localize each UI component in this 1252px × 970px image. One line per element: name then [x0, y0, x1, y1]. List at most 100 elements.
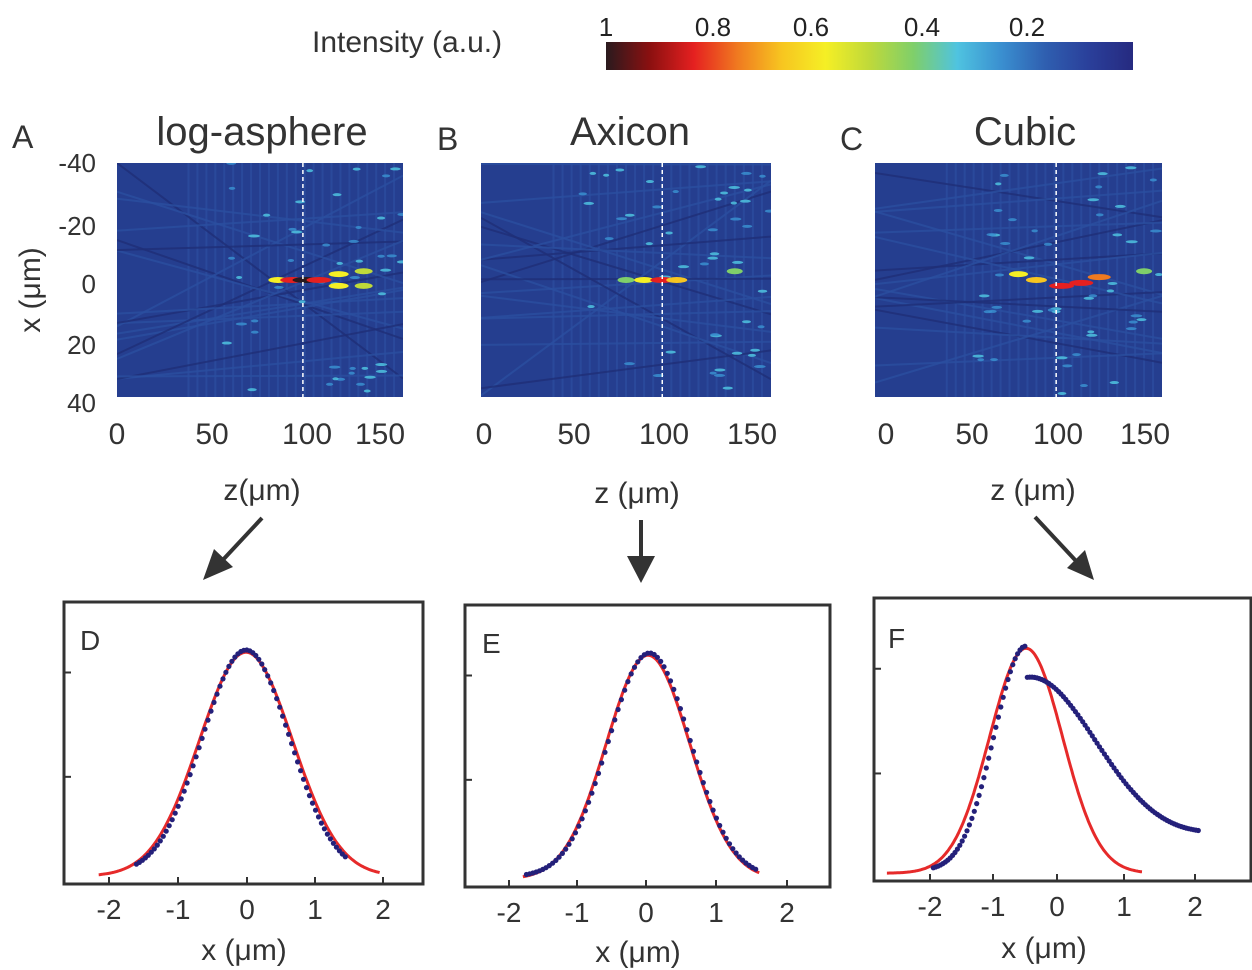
- z-tick-label: 100: [282, 418, 332, 451]
- x-tick-label: -2: [918, 891, 943, 922]
- speckle: [615, 168, 625, 172]
- measured-point: [625, 679, 631, 685]
- measured-point: [654, 654, 661, 660]
- measured-point: [995, 714, 1002, 720]
- speckle: [290, 230, 303, 234]
- speckle: [361, 366, 369, 370]
- y-axis-label: x (μm): [14, 247, 47, 333]
- measured-point: [211, 699, 217, 706]
- measured-point: [717, 822, 723, 829]
- measured-point: [957, 842, 963, 848]
- speckle: [1032, 309, 1044, 313]
- y-tick-label: 0: [82, 269, 96, 299]
- measured-point: [154, 842, 160, 848]
- measured-point: [962, 833, 968, 839]
- measured-point: [635, 659, 641, 665]
- speckle: [753, 365, 766, 369]
- colorbar-tick: 0.8: [695, 12, 731, 42]
- measured-point: [193, 754, 199, 760]
- speckle: [624, 213, 635, 217]
- measured-point: [280, 713, 286, 719]
- speckle: [1136, 318, 1147, 322]
- beam-line: [481, 211, 771, 305]
- measured-point: [1195, 827, 1201, 834]
- measured-point: [720, 829, 726, 835]
- hotspot: [1087, 274, 1111, 281]
- speckle: [298, 300, 306, 304]
- beam-line: [117, 239, 403, 360]
- measured-point: [151, 846, 157, 852]
- measured-point: [605, 738, 611, 745]
- measured-point: [723, 835, 729, 841]
- measured-point: [998, 704, 1004, 710]
- x-tick-label: 2: [375, 894, 391, 925]
- speckle: [1095, 213, 1104, 217]
- speckle: [235, 322, 248, 326]
- measured-point: [303, 785, 310, 791]
- speckle: [747, 353, 756, 357]
- speckle: [652, 205, 662, 209]
- panel-a-title: log-asphere: [156, 110, 367, 154]
- measured-point: [964, 828, 970, 834]
- panel-letter-d: D: [80, 625, 100, 656]
- beam-line: [117, 350, 403, 380]
- speckle: [355, 259, 364, 263]
- speckle: [1087, 330, 1095, 334]
- speckle: [355, 225, 362, 229]
- measured-point: [1012, 656, 1018, 662]
- panel-letters: A B C: [12, 119, 863, 157]
- hotspot: [306, 277, 332, 283]
- speckle: [1109, 381, 1120, 385]
- measured-point: [330, 840, 336, 846]
- speckle: [1047, 308, 1055, 312]
- speckle: [250, 319, 259, 323]
- z-tick-label: 150: [355, 418, 405, 451]
- measured-point: [986, 755, 992, 761]
- measured-point: [974, 801, 980, 807]
- speckle: [250, 330, 259, 334]
- speckle: [710, 333, 720, 337]
- speckle: [741, 171, 752, 175]
- measured-point: [327, 836, 333, 842]
- hotspot: [354, 282, 373, 289]
- measured-point: [579, 816, 585, 822]
- measured-point: [969, 815, 975, 822]
- speckle: [332, 193, 342, 197]
- z-tick-label: 100: [639, 418, 689, 451]
- hotspot: [726, 268, 743, 275]
- colorbar: Intensity (a.u.) 1 0.8 0.6 0.4 0.2: [312, 12, 1133, 70]
- speckle: [375, 363, 388, 367]
- x-tick-label: -2: [97, 894, 122, 925]
- measured-point: [226, 663, 232, 670]
- speckle: [363, 389, 371, 393]
- measured-point: [324, 831, 330, 837]
- measured-point: [563, 846, 569, 852]
- speckle: [665, 350, 676, 354]
- speckle: [1043, 242, 1053, 246]
- speckle: [722, 386, 733, 390]
- measured-point: [631, 664, 638, 670]
- speckle: [587, 305, 595, 309]
- measured-point: [981, 775, 987, 781]
- beam-line: [117, 197, 403, 234]
- measured-point: [214, 691, 220, 697]
- measured-point: [671, 686, 677, 693]
- speckle: [589, 171, 597, 175]
- heatmap-panel-b: 0 50 100 150: [476, 163, 777, 451]
- speckle: [226, 163, 237, 165]
- measured-point: [274, 696, 280, 702]
- measured-point: [990, 735, 997, 741]
- measured-point: [292, 750, 298, 756]
- speckle: [1031, 229, 1038, 233]
- beam-line: [117, 190, 403, 285]
- speckle: [375, 369, 388, 373]
- measured-point: [333, 844, 339, 850]
- speckle: [397, 212, 403, 216]
- measured-point: [684, 727, 690, 733]
- measured-point: [674, 696, 680, 702]
- speckle: [645, 242, 653, 246]
- measured-point: [223, 669, 229, 675]
- z-tick-label: 50: [195, 418, 228, 451]
- beam-line: [875, 296, 1162, 313]
- speckle: [1072, 353, 1081, 357]
